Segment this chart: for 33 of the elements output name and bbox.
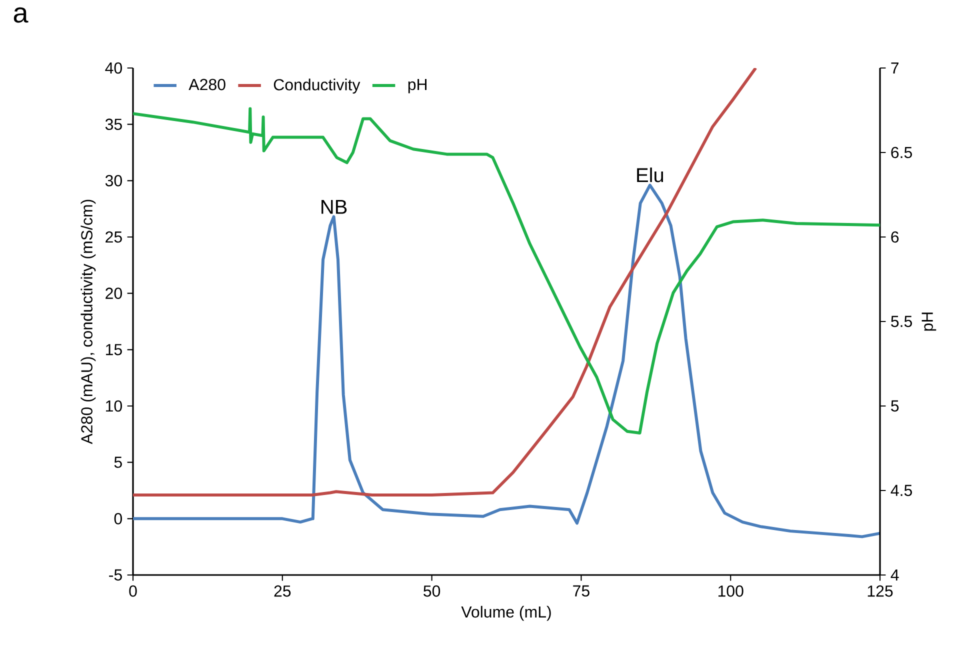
annotation: NB	[322, 200, 347, 214]
y-tick-label: 10	[106, 400, 122, 412]
y-tick-label: 35	[105, 118, 122, 130]
chart-title: a	[14, 7, 28, 23]
x-axis-title: Volume (mL)	[461, 606, 551, 621]
y-tick-label: 30	[105, 175, 122, 186]
y2-tick-label: 6	[891, 231, 899, 243]
x-tick-label: 75	[573, 585, 590, 597]
x-tick-label: 100	[718, 585, 744, 597]
y-tick-label: 25	[106, 231, 122, 243]
legend-label: Conductivity	[274, 78, 360, 94]
y2-tick-label: 4	[890, 570, 899, 581]
y2-tick-label: 6.5	[891, 146, 912, 158]
y2-tick-label: 5.5	[891, 316, 912, 328]
y2-tick-label: 5	[891, 400, 899, 412]
y2-axis-title: pH	[922, 312, 936, 331]
y-tick-label: 0	[114, 513, 122, 524]
y-tick-label: -5	[109, 569, 122, 581]
x-tick-label: 0	[129, 585, 137, 597]
annotation: Elu	[637, 168, 664, 182]
legend-label: A280	[188, 78, 226, 90]
y-tick-label: 5	[114, 456, 122, 468]
line-series	[133, 107, 880, 435]
y2-tick-label: 4.5	[890, 484, 912, 496]
x-tick-label: 125	[868, 585, 893, 597]
x-tick-label: 50	[424, 585, 440, 597]
y-tick-label: 20	[106, 288, 122, 299]
x-tick-label: 25	[274, 585, 291, 597]
y-axis-title: A280 (mAU), conductivity (mS/cm)	[80, 200, 96, 444]
y2-tick-label: 7	[891, 62, 898, 74]
y-tick-label: 40	[105, 62, 122, 74]
legend-label: pH	[408, 78, 426, 94]
y-tick-label: 15	[106, 344, 122, 356]
